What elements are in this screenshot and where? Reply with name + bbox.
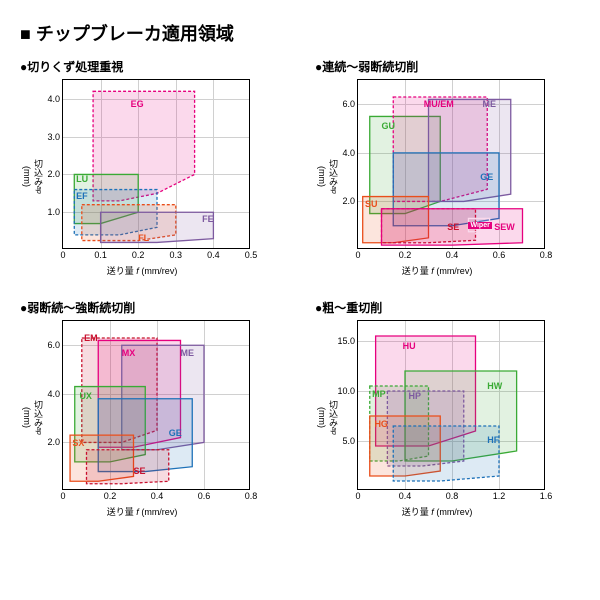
chart-title: ●弱断続～強断続切削	[20, 299, 285, 316]
y-tick: 5.0	[342, 436, 358, 446]
x-axis-label: 送り量 f (mm/rev)	[107, 264, 178, 277]
plot-area: 5.010.015.000.40.81.21.6HUHWMPHPHGHF	[357, 320, 545, 490]
region-label: FL	[138, 233, 149, 243]
y-tick: 6.0	[342, 99, 358, 109]
y-tick: 6.0	[47, 340, 63, 350]
region-label: MX	[122, 348, 136, 358]
chart-title: ●連続～弱断続切削	[315, 58, 580, 75]
y-axis-label: 切込みap(mm)	[22, 159, 45, 194]
chart-container: ●連続～弱断続切削2.04.06.000.20.40.60.8GUMU/EMME…	[315, 58, 580, 279]
region-label: SE	[447, 222, 459, 232]
plot-area: 1.02.03.04.000.10.20.30.40.5EGLUEFFLFE	[62, 79, 250, 249]
region-label: EG	[131, 99, 144, 109]
region-label: MU/EM	[424, 99, 454, 109]
region-label: FE	[202, 214, 214, 224]
region-label: SEW	[494, 222, 515, 232]
x-axis-label: 送り量 f (mm/rev)	[402, 264, 473, 277]
chart-body: 1.02.03.04.000.10.20.30.40.5EGLUEFFLFE切込…	[20, 79, 250, 279]
chart-body: 2.04.06.000.20.40.60.8GUMU/EMMEGESUSEWip…	[315, 79, 545, 279]
region-label: SX	[72, 438, 84, 448]
x-axis-label: 送り量 f (mm/rev)	[402, 505, 473, 518]
y-axis-label: 切込みap(mm)	[317, 159, 340, 194]
region-label: GU	[382, 121, 396, 131]
region-label: LU	[76, 174, 88, 184]
chart-title: ●切りくず処理重視	[20, 58, 285, 75]
region-label: HF	[487, 435, 499, 445]
region-label: SE	[134, 466, 146, 476]
charts-grid: ●切りくず処理重視1.02.03.04.000.10.20.30.40.5EGL…	[20, 58, 580, 520]
main-title: ■ チップブレーカ適用領域	[20, 20, 580, 46]
region-FE	[101, 212, 214, 242]
region-label: SU	[365, 199, 378, 209]
y-tick: 4.0	[47, 94, 63, 104]
y-tick: 10.0	[337, 386, 358, 396]
y-axis-label: 切込みap(mm)	[22, 400, 45, 435]
y-tick: 2.0	[342, 196, 358, 206]
plot-area: 2.04.06.000.20.40.60.8GUMU/EMMEGESUSEWip…	[357, 79, 545, 249]
regions-svg	[63, 80, 251, 250]
chart-container: ●弱断続～強断続切削2.04.06.000.20.40.60.8EMMXMEUX…	[20, 299, 285, 520]
region-SE	[87, 450, 169, 484]
chart-container: ●切りくず処理重視1.02.03.04.000.10.20.30.40.5EGL…	[20, 58, 285, 279]
y-tick: 2.0	[47, 437, 63, 447]
y-tick: 3.0	[47, 132, 63, 142]
y-axis-label: 切込みap(mm)	[317, 400, 340, 435]
y-tick: 1.0	[47, 207, 63, 217]
chart-title: ●粗～重切削	[315, 299, 580, 316]
chart-body: 5.010.015.000.40.81.21.6HUHWMPHPHGHF切込みa…	[315, 320, 545, 520]
regions-svg	[63, 321, 251, 491]
region-label: EF	[76, 191, 88, 201]
region-label: HW	[487, 381, 502, 391]
region-label: HU	[403, 341, 416, 351]
region-label: Wiper	[468, 222, 491, 229]
y-tick: 4.0	[47, 389, 63, 399]
chart-container: ●粗～重切削5.010.015.000.40.81.21.6HUHWMPHPHG…	[315, 299, 580, 520]
x-axis-label: 送り量 f (mm/rev)	[107, 505, 178, 518]
region-label: GE	[480, 172, 493, 182]
region-label: HP	[409, 391, 422, 401]
region-label: ME	[181, 348, 195, 358]
plot-area: 2.04.06.000.20.40.60.8EMMXMEUXGESXSE	[62, 320, 250, 490]
region-label: HG	[374, 419, 388, 429]
y-tick: 2.0	[47, 169, 63, 179]
chart-body: 2.04.06.000.20.40.60.8EMMXMEUXGESXSE切込みa…	[20, 320, 250, 520]
region-HF	[393, 426, 499, 481]
y-tick: 15.0	[337, 336, 358, 346]
region-label: UX	[79, 391, 92, 401]
y-tick: 4.0	[342, 148, 358, 158]
region-label: MP	[372, 389, 386, 399]
region-label: EM	[84, 333, 98, 343]
regions-svg	[358, 321, 546, 491]
region-label: GE	[169, 428, 182, 438]
region-label: ME	[483, 99, 497, 109]
